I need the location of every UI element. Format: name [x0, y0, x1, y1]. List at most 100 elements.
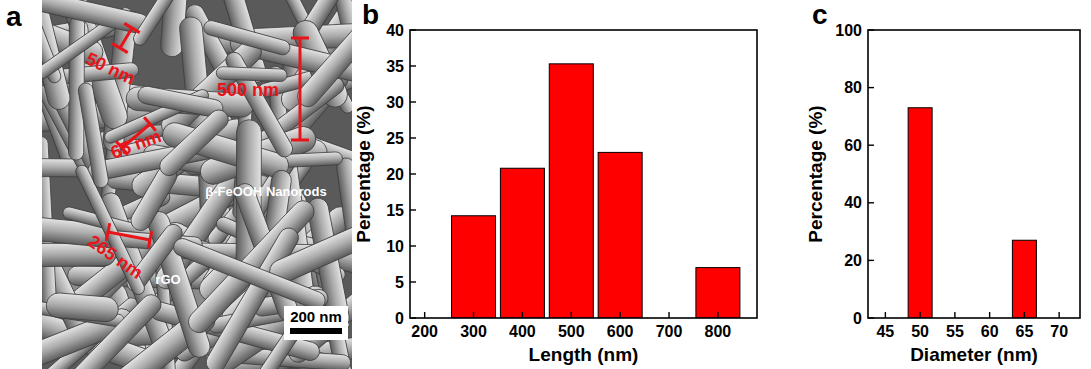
- x-tick: [424, 312, 425, 318]
- x-tick: [473, 312, 474, 318]
- y-tick: [410, 209, 416, 210]
- y-tick-label: 15: [386, 202, 404, 219]
- panel-label: b: [362, 0, 379, 30]
- bar: [598, 152, 642, 318]
- annotation-length: 500 nm: [217, 80, 279, 100]
- bar: [908, 108, 932, 318]
- bar: [500, 168, 544, 318]
- measure-cap: [291, 139, 309, 142]
- x-tick-label: 600: [607, 323, 634, 340]
- annotation-width: 65 nm: [108, 126, 164, 163]
- x-tick: [522, 312, 523, 318]
- y-tick: [868, 29, 874, 30]
- y-tick: [868, 202, 874, 203]
- x-tick: [919, 312, 920, 318]
- plot-frame: [868, 30, 1080, 318]
- sem-rod: [223, 49, 296, 160]
- y-tick-label: 20: [386, 166, 404, 183]
- x-tick-label: 400: [509, 323, 536, 340]
- bar: [452, 216, 496, 318]
- x-tick-label: 700: [656, 323, 683, 340]
- y-tick: [868, 87, 874, 88]
- chart-panel: 0 5 10 15 20 25 30 35 40 200 300 400 500 600 700 800 Len…: [353, 0, 757, 365]
- y-tick: [410, 101, 416, 102]
- y-tick-label: 80: [844, 79, 862, 96]
- panel-label: a: [6, 1, 22, 32]
- sem-rod: [42, 291, 165, 369]
- bar: [696, 268, 740, 318]
- x-tick-label: 50: [911, 323, 929, 340]
- y-tick-label: 30: [386, 94, 404, 111]
- x-tick: [668, 312, 669, 318]
- annotation-label: rGO: [155, 272, 180, 287]
- x-tick: [954, 312, 955, 318]
- y-tick-label: 20: [844, 252, 862, 269]
- panel-label: c: [812, 0, 828, 30]
- y-tick: [410, 245, 416, 246]
- y-tick: [410, 281, 416, 282]
- sem-rod: [131, 0, 185, 48]
- y-tick-label: 100: [835, 22, 862, 39]
- y-tick-label: 40: [844, 194, 862, 211]
- sem-rod: [202, 19, 292, 57]
- x-tick-label: 200: [411, 323, 438, 340]
- annotation-width: 50 nm: [83, 49, 139, 89]
- bar: [549, 64, 593, 318]
- plot-frame: [410, 30, 757, 318]
- y-tick: [868, 317, 874, 318]
- x-tick-label: 70: [1050, 323, 1068, 340]
- annotation-label: β-FeOOH Nanorods: [205, 184, 326, 199]
- x-tick-label: 500: [558, 323, 585, 340]
- y-tick-label: 0: [853, 310, 862, 327]
- measure-cap: [291, 37, 309, 40]
- y-tick-label: 35: [386, 58, 404, 75]
- y-tick: [410, 29, 416, 30]
- bars: [908, 108, 1036, 318]
- y-tick-label: 0: [395, 310, 404, 327]
- x-tick: [571, 312, 572, 318]
- sem-rod: [293, 2, 352, 111]
- y-tick: [410, 137, 416, 138]
- sem-rod: [266, 204, 352, 287]
- x-tick-label: 60: [981, 323, 999, 340]
- x-tick: [1058, 312, 1059, 318]
- measure-cap: [148, 231, 151, 249]
- measure-cap: [124, 23, 139, 32]
- x-tick-label: 800: [705, 323, 732, 340]
- x-tick-label: 300: [460, 323, 487, 340]
- x-axis-title: Length (nm): [529, 344, 639, 365]
- measure-cap: [112, 43, 127, 52]
- y-tick: [868, 144, 874, 145]
- x-tick: [885, 312, 886, 318]
- y-tick-label: 25: [386, 130, 404, 147]
- sem-rod: [42, 289, 125, 328]
- measure-line: [120, 28, 132, 48]
- y-axis-title: Percentage (%): [805, 105, 826, 242]
- chart-panel: 020406080100455055606570Diameter (nm)Per…: [805, 0, 1080, 365]
- y-tick-label: 60: [844, 137, 862, 154]
- x-tick: [1024, 312, 1025, 318]
- x-tick: [619, 312, 620, 318]
- measure-line: [299, 38, 302, 140]
- sem-image: [42, 0, 352, 369]
- sem-rod: [45, 292, 119, 323]
- figure: 50 nm 65 nm 500 nm 265 nm β-FeOOH Nanorods rG…: [0, 0, 1091, 369]
- y-tick: [868, 260, 874, 261]
- y-tick-label: 10: [386, 238, 404, 255]
- y-tick: [410, 65, 416, 66]
- x-tick-label: 65: [1015, 323, 1033, 340]
- sem-rod: [156, 106, 232, 180]
- y-tick-label: 5: [395, 274, 404, 291]
- y-axis-title: Percentage (%): [353, 105, 374, 242]
- x-tick: [717, 312, 718, 318]
- bars: [452, 64, 740, 318]
- scale-bar: [290, 328, 342, 334]
- bar: [1012, 240, 1036, 318]
- annotation-length: 265 nm: [84, 231, 146, 283]
- scale-bar-label: 200 nm: [290, 308, 342, 325]
- sem-rod: [74, 163, 147, 296]
- sem-rod: [171, 236, 328, 312]
- x-tick: [989, 312, 990, 318]
- scale-bar-ground: [284, 306, 348, 340]
- y-tick-label: 40: [386, 22, 404, 39]
